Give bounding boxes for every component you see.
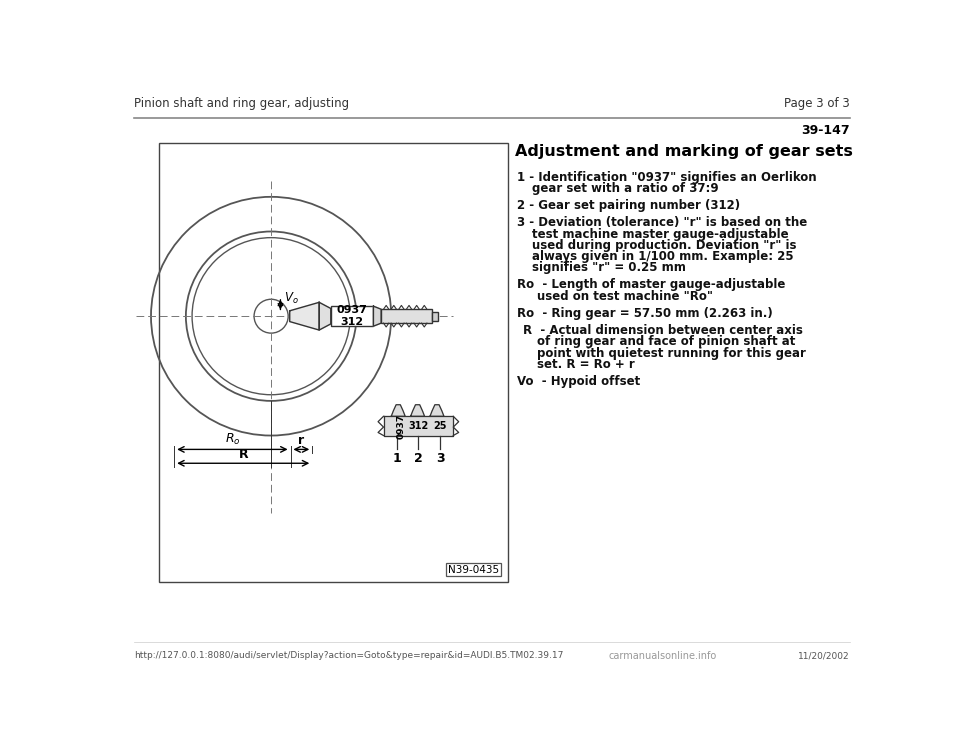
Text: 2: 2 <box>414 453 422 465</box>
Text: 1: 1 <box>393 453 401 465</box>
Text: 2 - Gear set pairing number (312): 2 - Gear set pairing number (312) <box>516 199 740 212</box>
Text: 312: 312 <box>408 421 428 431</box>
Text: Page 3 of 3: Page 3 of 3 <box>784 96 850 110</box>
Text: 0937: 0937 <box>396 414 406 439</box>
Text: of ring gear and face of pinion shaft at: of ring gear and face of pinion shaft at <box>537 335 795 349</box>
Polygon shape <box>290 302 319 330</box>
Text: R  - Actual dimension between center axis: R - Actual dimension between center axis <box>523 324 803 338</box>
Text: always given in 1/100 mm. Example: 25: always given in 1/100 mm. Example: 25 <box>532 250 794 263</box>
Text: N39-0435: N39-0435 <box>447 565 499 574</box>
Text: 0937: 0937 <box>337 305 368 315</box>
Text: point with quietest running for this gear: point with quietest running for this gea… <box>537 347 805 360</box>
Polygon shape <box>319 302 331 330</box>
Text: R: R <box>238 448 248 461</box>
Text: 25: 25 <box>433 421 446 431</box>
Text: set. R = Ro + r: set. R = Ro + r <box>537 358 635 371</box>
Text: $R_o$: $R_o$ <box>225 432 240 447</box>
Text: signifies "r" = 0.25 mm: signifies "r" = 0.25 mm <box>532 261 686 274</box>
Polygon shape <box>430 404 444 416</box>
Text: Ro  - Ring gear = 57.50 mm (2.263 in.): Ro - Ring gear = 57.50 mm (2.263 in.) <box>516 307 773 320</box>
Text: used during production. Deviation "r" is: used during production. Deviation "r" is <box>532 239 797 252</box>
Text: 312: 312 <box>341 317 364 327</box>
Bar <box>432 312 438 321</box>
Text: 3 - Deviation (tolerance) "r" is based on the: 3 - Deviation (tolerance) "r" is based o… <box>516 217 807 229</box>
Text: Pinion shaft and ring gear, adjusting: Pinion shaft and ring gear, adjusting <box>134 96 349 110</box>
Text: http://127.0.0.1:8080/audi/servlet/Display?action=Goto&type=repair&id=AUDI.B5.TM: http://127.0.0.1:8080/audi/servlet/Displ… <box>134 651 564 660</box>
Text: carmanualsonline.info: carmanualsonline.info <box>609 651 716 661</box>
Text: Vo  - Hypoid offset: Vo - Hypoid offset <box>516 375 640 388</box>
Text: $V_o$: $V_o$ <box>284 291 299 306</box>
Polygon shape <box>373 306 381 326</box>
Text: r: r <box>299 434 304 447</box>
Polygon shape <box>383 416 453 436</box>
Bar <box>445 563 501 576</box>
Text: Ro  - Length of master gauge-adjustable: Ro - Length of master gauge-adjustable <box>516 278 785 292</box>
Text: 3: 3 <box>436 453 444 465</box>
Text: gear set with a ratio of 37:9: gear set with a ratio of 37:9 <box>532 182 719 195</box>
Polygon shape <box>392 404 405 416</box>
Text: 1 - Identification "0937" signifies an Oerlikon: 1 - Identification "0937" signifies an O… <box>516 171 816 184</box>
Text: used on test machine "Ro": used on test machine "Ro" <box>537 289 713 303</box>
Text: test machine master gauge-adjustable: test machine master gauge-adjustable <box>532 228 789 240</box>
Polygon shape <box>411 404 424 416</box>
Bar <box>158 143 508 582</box>
Bar <box>381 309 432 323</box>
Text: Adjustment and marking of gear sets: Adjustment and marking of gear sets <box>516 145 853 160</box>
Bar <box>331 306 373 326</box>
Text: 39-147: 39-147 <box>802 125 850 137</box>
Text: 11/20/2002: 11/20/2002 <box>799 651 850 660</box>
